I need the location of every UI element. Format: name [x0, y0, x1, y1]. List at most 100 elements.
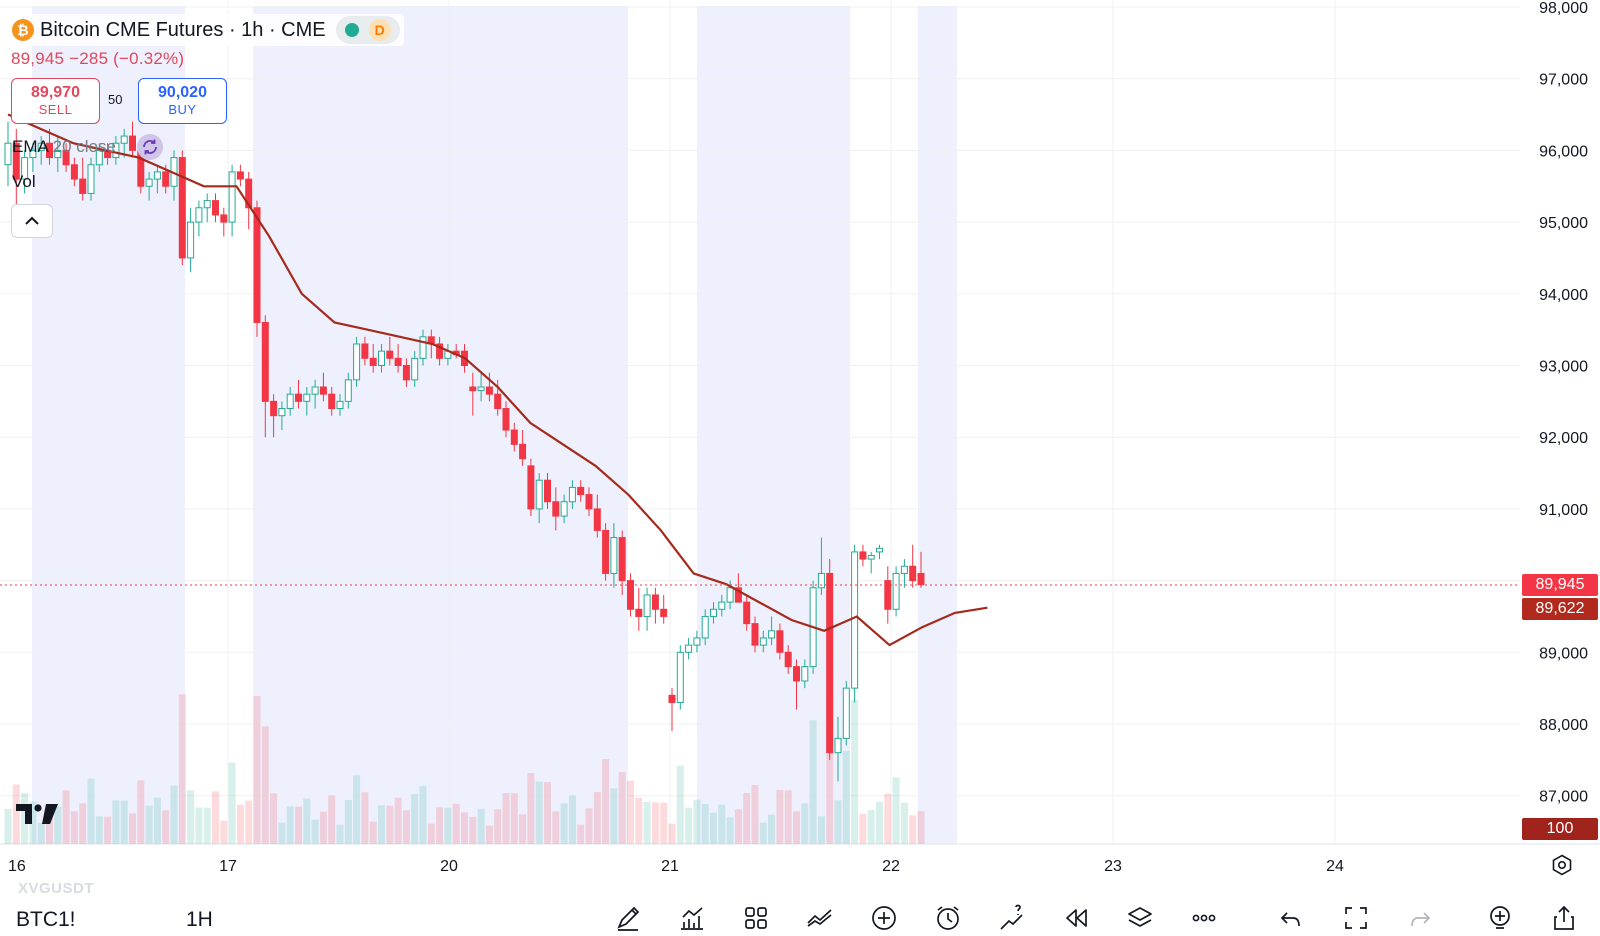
more-icon[interactable] — [1186, 900, 1222, 936]
volume-bar — [693, 799, 701, 844]
volume-bar — [245, 800, 253, 844]
interval-selector[interactable]: 1H — [186, 908, 213, 931]
share-icon[interactable] — [1546, 900, 1582, 936]
candle-body — [286, 393, 294, 410]
candle-body — [867, 555, 875, 560]
brush-icon[interactable] — [610, 900, 646, 936]
candle-body — [361, 343, 369, 359]
ema-line — [7, 113, 988, 647]
volume-bar — [402, 810, 410, 844]
indicators-icon[interactable] — [674, 900, 710, 936]
ema-indicator-legend[interactable]: EMA 20 close — [12, 137, 116, 157]
replay-icon[interactable] — [1058, 900, 1094, 936]
compare-icon[interactable] — [802, 900, 838, 936]
volume-bar — [104, 816, 112, 844]
ema-params: 20 close — [52, 137, 116, 156]
refresh-icon[interactable] — [137, 134, 163, 160]
candle-body — [402, 365, 410, 381]
volume-bar — [54, 806, 62, 844]
time-axis-label: 20 — [440, 858, 458, 875]
candle-body — [651, 594, 659, 610]
candle-body — [386, 350, 394, 359]
candle-body — [369, 357, 377, 366]
session-band — [32, 6, 185, 844]
volume-bar — [37, 822, 45, 844]
fullscreen-icon[interactable] — [1338, 900, 1374, 936]
candle-body — [502, 408, 510, 431]
chevron-up-icon — [25, 216, 39, 225]
buy-button[interactable]: 90,020 BUY — [138, 78, 227, 124]
volume-bar — [469, 816, 477, 844]
redo-icon[interactable] — [1402, 900, 1438, 936]
symbol-legend[interactable]: ₿ Bitcoin CME Futures · 1h · CME D — [8, 14, 404, 46]
candle-body — [602, 529, 610, 574]
volume-bar — [544, 782, 551, 844]
price-axis-label: 88,000 — [1539, 717, 1588, 734]
volume-bar — [344, 800, 352, 844]
price-axis-label: 87,000 — [1539, 789, 1588, 806]
volume-bar — [718, 804, 726, 844]
candle-body — [917, 572, 925, 586]
candle-body — [477, 386, 485, 392]
candle-body — [311, 386, 319, 395]
symbol-title[interactable]: Bitcoin CME Futures · 1h · CME — [40, 18, 326, 41]
volume-bar — [552, 811, 560, 844]
market-status-pill[interactable]: D — [335, 16, 400, 44]
volume-indicator-legend[interactable]: Vol — [12, 172, 36, 191]
volume-bar — [461, 812, 468, 844]
session-band — [918, 6, 957, 844]
layout-grid-icon[interactable] — [738, 900, 774, 936]
symbol-watermark: XVGUSDT — [18, 880, 95, 897]
volume-bar — [635, 797, 643, 844]
candle-body — [162, 171, 170, 187]
volume-bar — [776, 790, 784, 844]
candle-body — [552, 501, 560, 517]
price-chart[interactable]: 98,000 97,000 96,000 95,000 94,000 93,000 92,0… — [0, 0, 1600, 884]
volume-bar — [834, 800, 842, 844]
volume-bar — [303, 798, 311, 844]
ideas-icon[interactable] — [994, 900, 1030, 936]
volume-bar — [95, 816, 103, 844]
volume-bar — [378, 805, 385, 844]
buy-price: 90,020 — [158, 84, 207, 101]
candle-body — [776, 630, 784, 653]
candle-body — [610, 537, 618, 574]
sell-price: 89,970 — [31, 84, 80, 101]
volume-bar — [21, 793, 29, 844]
price-axis-label: 93,000 — [1539, 359, 1588, 376]
price-axis-label: 95,000 — [1539, 215, 1588, 232]
volume-bar — [651, 802, 659, 844]
volume-bar — [319, 811, 327, 844]
candle-body — [129, 135, 136, 151]
chart-settings-icon[interactable] — [1551, 854, 1573, 876]
volume-bar — [120, 800, 128, 844]
sell-button[interactable]: 89,970 SELL — [11, 78, 100, 124]
candle-body — [220, 214, 228, 223]
volume-bar — [710, 812, 717, 844]
volume-bar — [436, 807, 444, 844]
candle-body — [270, 400, 278, 417]
volume-bar — [145, 805, 153, 844]
volume-bar — [427, 823, 435, 844]
time-axis-label: 22 — [882, 858, 900, 875]
add-icon[interactable] — [866, 900, 902, 936]
candle-body — [336, 400, 344, 410]
collapse-legend-button[interactable] — [11, 204, 53, 238]
volume-bar — [336, 824, 344, 844]
volume-bar — [394, 797, 402, 844]
volume-bar — [494, 809, 502, 844]
candle-body — [892, 572, 900, 610]
candle-body — [743, 601, 751, 625]
volume-bar — [668, 823, 676, 844]
volume-bar — [170, 785, 178, 844]
candle-body — [909, 565, 917, 582]
undo-icon[interactable] — [1273, 900, 1309, 936]
candle-body — [245, 178, 253, 209]
symbol-selector[interactable]: BTC1! — [16, 908, 76, 931]
add-light-icon[interactable] — [1482, 900, 1518, 936]
ema-name: EMA — [12, 137, 48, 156]
volume-value-tag: 100 — [1522, 818, 1598, 840]
layers-icon[interactable] — [1122, 900, 1158, 936]
candle-body — [685, 644, 693, 653]
alert-clock-icon[interactable] — [930, 900, 966, 936]
